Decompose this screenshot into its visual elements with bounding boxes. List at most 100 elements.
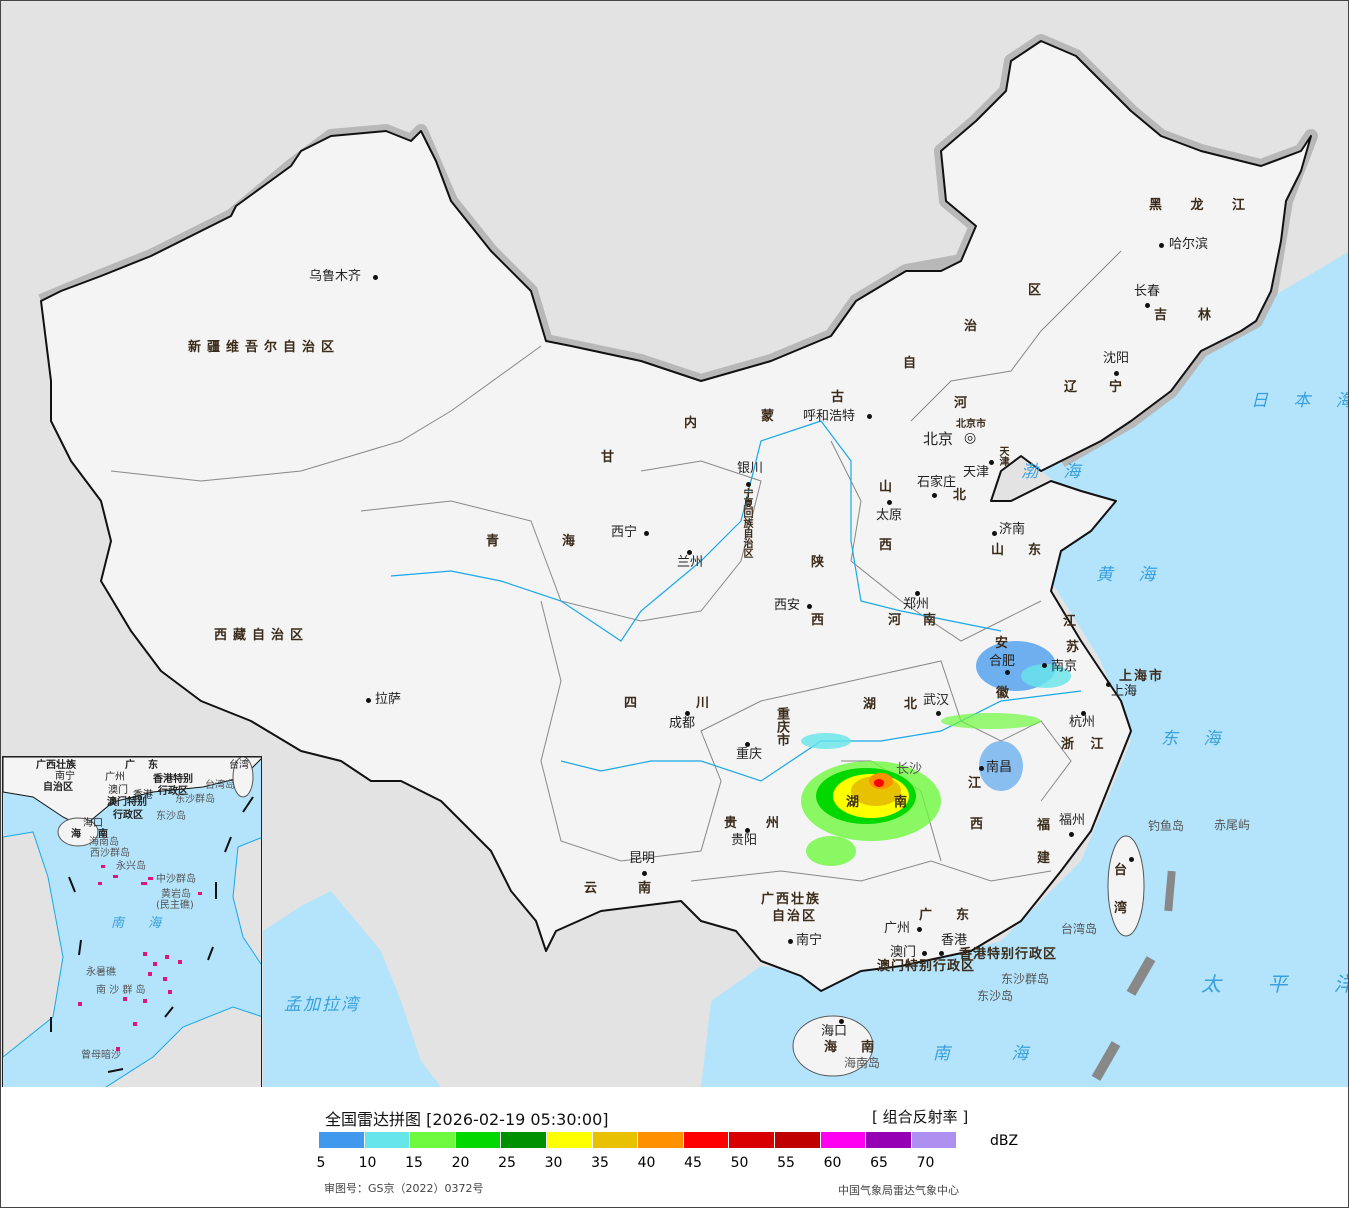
border-markers: [1091, 870, 1176, 1081]
inset-label: 曾母暗沙: [81, 1050, 121, 1061]
scale-swatch: [501, 1132, 547, 1148]
scale-swatch: [820, 1132, 867, 1148]
city-label: 昆明: [629, 851, 656, 866]
province-label: 陕: [811, 555, 831, 570]
city-dot: [917, 927, 922, 932]
inset-label: 广: [125, 760, 135, 771]
south-china-sea-inset: 广西壮族 自治区 南宁 广 东 台湾 广州 澳门 香港 香港特别 行政区 澳门特…: [2, 756, 262, 1087]
city-label: 长沙: [896, 762, 923, 777]
province-label: 蒙: [761, 409, 781, 424]
province-label: 山: [879, 480, 899, 495]
inset-label: 台湾岛: [205, 780, 235, 791]
sea-label: 孟加拉湾: [284, 995, 360, 1015]
organization: 中国气象局雷达气象中心: [838, 1184, 959, 1197]
province-label: 林: [1198, 308, 1218, 323]
city-label: 银川: [737, 461, 764, 476]
city-dot: [745, 828, 750, 833]
inset-label: 自治区: [43, 782, 73, 793]
inset-label: 东: [148, 760, 158, 771]
province-label: 澳门特别行政区: [877, 959, 976, 974]
scale-tick: 30: [544, 1155, 563, 1171]
city-dot: [1005, 670, 1010, 675]
scale-tick: 40: [637, 1155, 656, 1171]
inset-label: (民主礁): [156, 900, 194, 911]
inset-label: 台湾: [229, 760, 249, 771]
scale-swatch: [866, 1132, 912, 1148]
island-label: 赤尾屿: [1214, 818, 1251, 832]
province-label: 天津: [997, 446, 1008, 466]
province-label: 甘: [601, 450, 621, 465]
scale-swatch: [410, 1132, 456, 1148]
inset-label: 澳门: [108, 785, 128, 796]
province-label: 东: [1028, 543, 1048, 558]
city-label: 乌鲁木齐: [309, 269, 362, 284]
province-label: 州: [766, 816, 786, 831]
province-label: 北: [953, 488, 973, 503]
scale-tick: 10: [358, 1155, 377, 1171]
radar-echoes: [801, 641, 1071, 866]
scale-tick: 45: [684, 1155, 702, 1171]
city-dot: [373, 275, 378, 280]
province-label: 贵: [724, 816, 744, 831]
inset-label: 永兴岛: [116, 861, 146, 872]
province-label: 吉: [1154, 308, 1174, 323]
map-base: [38, 34, 1348, 1087]
province-label: 福: [1037, 818, 1057, 833]
province-label: 北: [904, 697, 924, 712]
province-label: 江: [968, 776, 988, 791]
island-label: 台湾岛: [1061, 922, 1098, 936]
province-label: 古: [831, 390, 851, 405]
sea-label: 渤 海: [1021, 462, 1091, 482]
city-label: 石家庄: [917, 475, 957, 490]
city-dot: [867, 414, 872, 419]
province-label: 广: [919, 908, 939, 923]
scale-tick: 20: [451, 1155, 470, 1171]
province-label: 湖: [846, 795, 866, 810]
city-label: 香港: [941, 933, 968, 948]
scale-swatch: [455, 1132, 502, 1148]
province-label: 宁: [1109, 380, 1129, 395]
inset-label: 南: [98, 829, 108, 840]
radar-map[interactable]: 新疆维吾尔自治区 西藏自治区 青 海 甘 内 蒙 古 自 治 区 四 川 云 南…: [1, 1, 1348, 1087]
scale-swatch: [911, 1132, 958, 1148]
city-label: 福州: [1059, 813, 1086, 828]
city-dot: [922, 951, 927, 956]
city-dot: [1069, 832, 1074, 837]
city-dot: [979, 766, 984, 771]
city-label: 沈阳: [1103, 351, 1130, 366]
city-label: 上海: [1111, 684, 1138, 699]
city-dot: [788, 939, 793, 944]
province-label: 内: [684, 416, 704, 431]
city-label: 武汉: [923, 693, 950, 708]
city-label: 西宁: [611, 525, 638, 540]
ocean: [701, 252, 1348, 1087]
province-label: 西: [879, 538, 899, 553]
province-label: 徽: [996, 686, 1016, 701]
city-dot: [746, 482, 751, 487]
city-dot: [366, 698, 371, 703]
city-dot: [1145, 303, 1150, 308]
city-dot: [685, 711, 690, 716]
province-label: 河: [954, 396, 974, 411]
city-dot: [807, 604, 812, 609]
city-dot: [1042, 663, 1047, 668]
scale-tick: 55: [777, 1155, 795, 1171]
scale-tick: 25: [498, 1155, 516, 1171]
city-dot: [745, 742, 750, 747]
city-label: 贵阳: [731, 833, 758, 848]
city-dot: [939, 951, 944, 956]
sea-label: 黄 海: [1096, 565, 1166, 585]
city-label: 杭州: [1069, 715, 1096, 730]
taiwan-island: [1107, 835, 1145, 937]
province-label: 南: [923, 613, 943, 628]
city-label: 合肥: [989, 654, 1016, 669]
scale-tick: 5: [316, 1155, 326, 1171]
city-dot: [1106, 682, 1111, 687]
province-label: 北京市: [956, 419, 986, 430]
inset-label: 香港: [133, 790, 153, 801]
scale-swatch: [319, 1132, 365, 1148]
island-label: 钓鱼岛: [1148, 819, 1185, 833]
city-label: 呼和浩特: [803, 409, 856, 424]
province-label: 西: [970, 817, 990, 832]
province-label: 河: [888, 613, 908, 628]
